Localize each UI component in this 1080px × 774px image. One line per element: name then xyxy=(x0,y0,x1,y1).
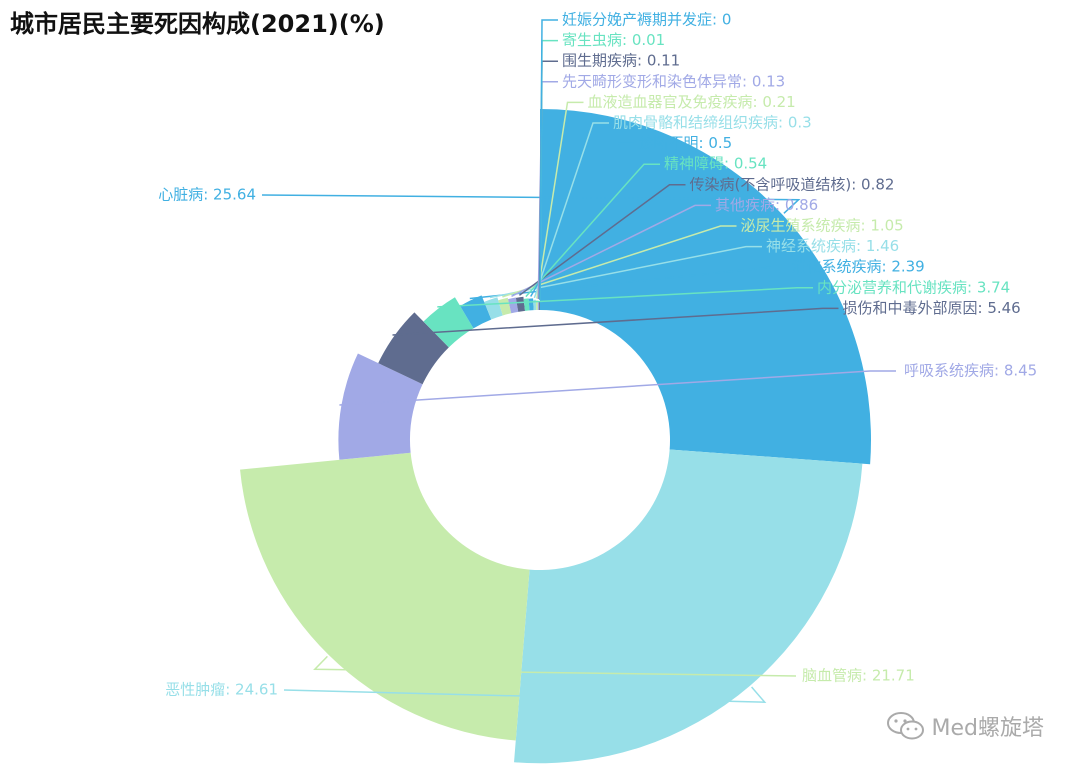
slice-0-leader-line xyxy=(261,194,801,214)
slice-12-leader-line xyxy=(530,142,635,297)
slice-6-wedge[interactable] xyxy=(460,295,492,329)
slice-2-label: 脑血管病: 21.71 xyxy=(802,667,915,685)
slice-18-leader-line xyxy=(539,19,558,301)
wechat-icon xyxy=(886,712,924,740)
slice-5-leader-line xyxy=(437,287,813,308)
slice-2-wedge[interactable] xyxy=(240,452,530,741)
slice-9-wedge[interactable] xyxy=(508,297,519,314)
slice-10-label: 传染病(不含呼吸道结核): 0.82 xyxy=(690,175,895,193)
slice-14-leader-line xyxy=(536,101,584,299)
slice-1-wedge[interactable] xyxy=(514,449,863,764)
slice-7-leader-line xyxy=(489,245,762,299)
slice-3-leader-line xyxy=(339,370,896,406)
slice-1-leader-line xyxy=(283,686,767,703)
slice-4-wedge[interactable] xyxy=(378,312,449,385)
slice-4-label: 损伤和中毒外部原因: 5.46 xyxy=(843,299,1021,317)
slice-10-wedge[interactable] xyxy=(515,296,526,312)
watermark-text: Med螺旋塔 xyxy=(931,716,1044,741)
slice-16-wedge[interactable] xyxy=(538,301,540,311)
slice-8-label: 泌尿生殖系统疾病: 1.05 xyxy=(741,217,904,235)
slice-15-label: 先天畸形变形和染色体异常: 0.13 xyxy=(562,72,785,90)
chart-title: 城市居民主要死因构成(2021)(%) xyxy=(10,10,385,38)
slice-11-leader-line xyxy=(525,163,660,298)
slice-4-leader-line xyxy=(392,307,839,336)
watermark: Med螺旋塔 xyxy=(886,710,1044,742)
slice-6-leader-line xyxy=(469,266,788,300)
slice-14-wedge[interactable] xyxy=(535,300,538,311)
slice-1-label: 恶性肿瘤: 24.61 xyxy=(165,681,278,699)
slice-0-label: 心脏病: 25.64 xyxy=(158,186,256,204)
slice-8-leader-line xyxy=(502,225,737,298)
slice-13-leader-line xyxy=(533,122,609,299)
slice-9-label: 其他疾病: 0.86 xyxy=(715,196,818,214)
slice-9-leader-line xyxy=(511,204,711,297)
slice-3-wedge[interactable] xyxy=(338,353,423,460)
slice-16-label: 围生期疾病: 0.11 xyxy=(562,52,680,70)
slice-5-label: 内分泌营养和代谢疾病: 3.74 xyxy=(817,278,1010,296)
slice-12-label: 诊断不明: 0.5 xyxy=(639,134,733,152)
slice-11-label: 精神障碍: 0.54 xyxy=(664,155,767,173)
slice-18-label: 妊娠分娩产褥期并发症: 0 xyxy=(562,11,731,29)
slice-8-wedge[interactable] xyxy=(498,297,512,316)
slice-13-label: 肌肉骨骼和结缔组织疾病: 0.3 xyxy=(613,114,812,132)
slice-6-label: 消化系统疾病: 2.39 xyxy=(792,258,925,276)
slice-3-label: 呼吸系统疾病: 8.45 xyxy=(904,362,1037,380)
slice-15-wedge[interactable] xyxy=(537,301,539,311)
slice-5-wedge[interactable] xyxy=(423,297,474,348)
slice-17-label: 寄生虫病: 0.01 xyxy=(562,31,665,49)
slice-14-label: 血液造血器官及免疫疾病: 0.21 xyxy=(588,93,796,111)
slice-7-label: 神经系统疾病: 1.46 xyxy=(766,237,899,255)
slice-2-leader-line xyxy=(313,655,797,677)
slice-7-wedge[interactable] xyxy=(484,297,503,320)
slice-10-leader-line xyxy=(518,184,686,296)
